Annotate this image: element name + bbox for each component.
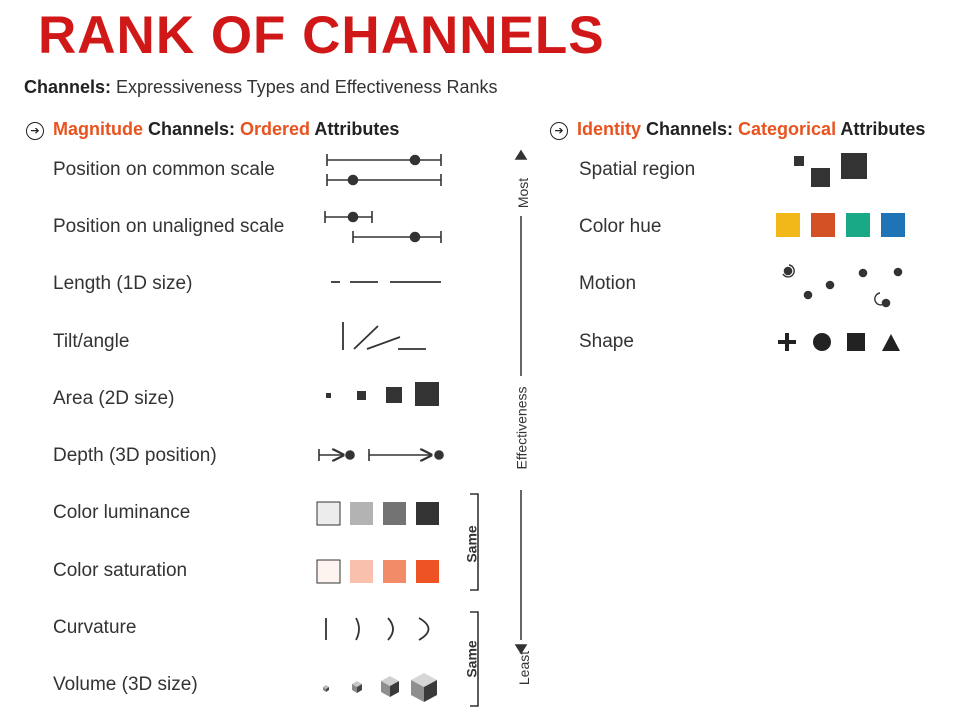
circle-arrow-icon: ➔ — [550, 122, 568, 140]
subtitle-bold: Channels: — [24, 77, 112, 97]
saturation-swatch-4 — [416, 560, 439, 583]
label-position-unaligned: Position on unaligned scale — [53, 216, 285, 237]
position-common-glyph — [326, 154, 442, 186]
axis-down-arrow-icon — [514, 644, 528, 655]
label-spatial-region: Spatial region — [579, 159, 696, 180]
identity-channels-word: Channels: — [641, 119, 739, 139]
saturation-swatch-1 — [316, 559, 341, 584]
area-glyph — [326, 382, 439, 406]
label-saturation: Color saturation — [53, 560, 188, 581]
shape-glyph — [778, 333, 900, 351]
ordered-word: Ordered — [240, 119, 311, 139]
luminance-swatches — [316, 501, 439, 526]
categorical-word: Categorical — [738, 119, 837, 139]
label-depth: Depth (3D position) — [53, 445, 217, 466]
hue-swatch-2 — [811, 213, 835, 237]
tilt-glyph — [342, 322, 426, 350]
plus-icon — [778, 333, 796, 351]
magnitude-channels-word: Channels: — [143, 119, 241, 139]
identity-header: ➔ Identity Channels: Categorical Attribut… — [550, 118, 925, 140]
position-unaligned-glyph — [324, 211, 442, 243]
rotate-arrow-icon — [782, 264, 795, 278]
cube-medium — [381, 676, 399, 697]
luminance-swatch-4 — [416, 502, 439, 525]
hue-swatch-3 — [846, 213, 870, 237]
hue-swatch-4 — [881, 213, 905, 237]
cube-small — [352, 681, 362, 693]
label-shape: Shape — [579, 331, 634, 352]
cube-large — [411, 673, 437, 702]
subtitle-rest: Expressiveness Types and Effectiveness R… — [111, 77, 498, 97]
effectiveness-axis — [514, 149, 528, 655]
label-luminance: Color luminance — [53, 502, 191, 523]
label-position-common: Position on common scale — [53, 159, 275, 180]
curvature-glyph — [325, 617, 430, 641]
subtitle: Channels: Expressiveness Types and Effec… — [24, 76, 498, 98]
label-curvature: Curvature — [53, 617, 137, 638]
same-bracket-2 — [470, 611, 479, 707]
hue-swatch-1 — [776, 213, 800, 237]
axis-up-arrow-icon — [514, 149, 528, 160]
same-bracket-1 — [470, 493, 479, 591]
motion-glyph — [782, 264, 903, 308]
label-length: Length (1D size) — [53, 273, 193, 294]
magnitude-attributes-word: Attributes — [310, 119, 400, 139]
spatial-region-glyph — [794, 153, 867, 187]
identity-word: Identity — [577, 119, 642, 139]
luminance-swatch-3 — [383, 502, 406, 525]
label-area: Area (2D size) — [53, 388, 175, 409]
depth-glyph — [318, 449, 444, 461]
label-volume: Volume (3D size) — [53, 674, 198, 695]
circle-arrow-icon: ➔ — [26, 122, 44, 140]
luminance-swatch-1 — [316, 501, 341, 526]
label-motion: Motion — [579, 273, 637, 294]
label-tilt: Tilt/angle — [53, 331, 130, 352]
hue-swatches — [776, 213, 905, 237]
magnitude-word: Magnitude — [53, 119, 143, 139]
volume-glyph — [323, 673, 437, 702]
identity-attributes-word: Attributes — [836, 119, 926, 139]
page-title: RANK OF CHANNELS — [38, 6, 605, 65]
saturation-swatches — [316, 559, 439, 584]
luminance-swatch-2 — [350, 502, 373, 525]
magnitude-header: ➔ Magnitude Channels: Ordered Attributes — [26, 118, 399, 140]
circle-icon — [813, 333, 831, 351]
square-icon — [847, 333, 865, 351]
saturation-swatch-2 — [350, 560, 373, 583]
saturation-swatch-3 — [383, 560, 406, 583]
triangle-icon — [882, 334, 900, 351]
cube-tiny — [323, 685, 329, 692]
label-color-hue: Color hue — [579, 216, 662, 237]
